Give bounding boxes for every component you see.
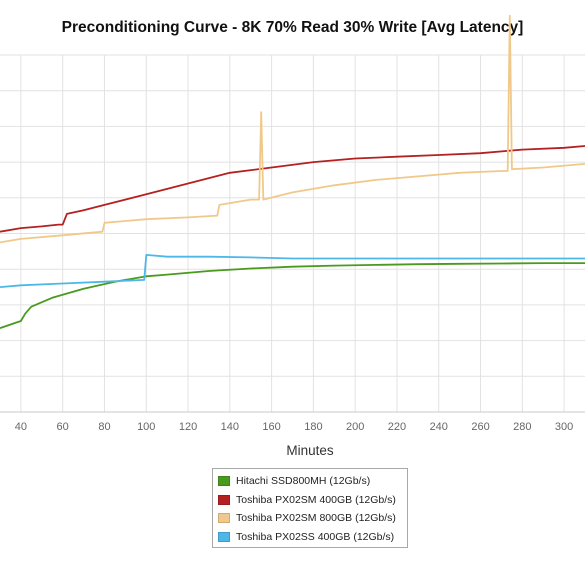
- x-tick-label: 260: [471, 421, 489, 433]
- series-line: [0, 145, 585, 233]
- series-line: [0, 14, 585, 244]
- x-tick-label: 40: [15, 421, 27, 433]
- legend-label: Hitachi SSD800MH (12Gb/s): [236, 475, 371, 488]
- legend-item[interactable]: Hitachi SSD800MH (12Gb/s): [218, 472, 407, 491]
- x-tick-label: 120: [179, 421, 197, 433]
- x-tick-label: 80: [98, 421, 110, 433]
- legend-swatch-icon: [218, 513, 230, 524]
- series-lines: [0, 14, 585, 329]
- x-tick-label: 60: [57, 421, 69, 433]
- legend-swatch-icon: [218, 531, 230, 542]
- legend-label: Toshiba PX02SM 800GB (12Gb/s): [236, 512, 396, 525]
- x-tick-label: 100: [137, 421, 155, 433]
- legend-item[interactable]: Toshiba PX02SM 400GB (12Gb/s): [218, 491, 407, 510]
- x-tick-label: 280: [513, 421, 531, 433]
- x-tick-label: 140: [221, 421, 239, 433]
- grid: [0, 54, 585, 413]
- x-tick-label: 180: [304, 421, 322, 433]
- series-line: [0, 262, 585, 329]
- x-tick-label: 200: [346, 421, 364, 433]
- legend-item[interactable]: Toshiba PX02SM 800GB (12Gb/s): [218, 509, 407, 528]
- legend: Hitachi SSD800MH (12Gb/s) Toshiba PX02SM…: [212, 468, 408, 548]
- x-axis-title: Minutes: [286, 443, 334, 458]
- x-axis: 40 60 80 100 120 140 160 180 200 220 240 260 280 300: [0, 411, 585, 433]
- x-tick-label: 240: [430, 421, 448, 433]
- legend-label: Toshiba PX02SM 400GB (12Gb/s): [236, 493, 396, 506]
- legend-label: Toshiba PX02SS 400GB (12Gb/s): [236, 530, 395, 543]
- chart-title: Preconditioning Curve - 8K 70% Read 30% …: [61, 19, 524, 36]
- legend-swatch-icon: [218, 476, 230, 487]
- legend-item[interactable]: Toshiba PX02SS 400GB (12Gb/s): [218, 528, 407, 547]
- x-tick-label: 220: [388, 421, 406, 433]
- legend-swatch-icon: [218, 494, 230, 505]
- x-tick-label: 160: [262, 421, 280, 433]
- x-tick-label: 300: [555, 421, 573, 433]
- series-line: [0, 253, 585, 288]
